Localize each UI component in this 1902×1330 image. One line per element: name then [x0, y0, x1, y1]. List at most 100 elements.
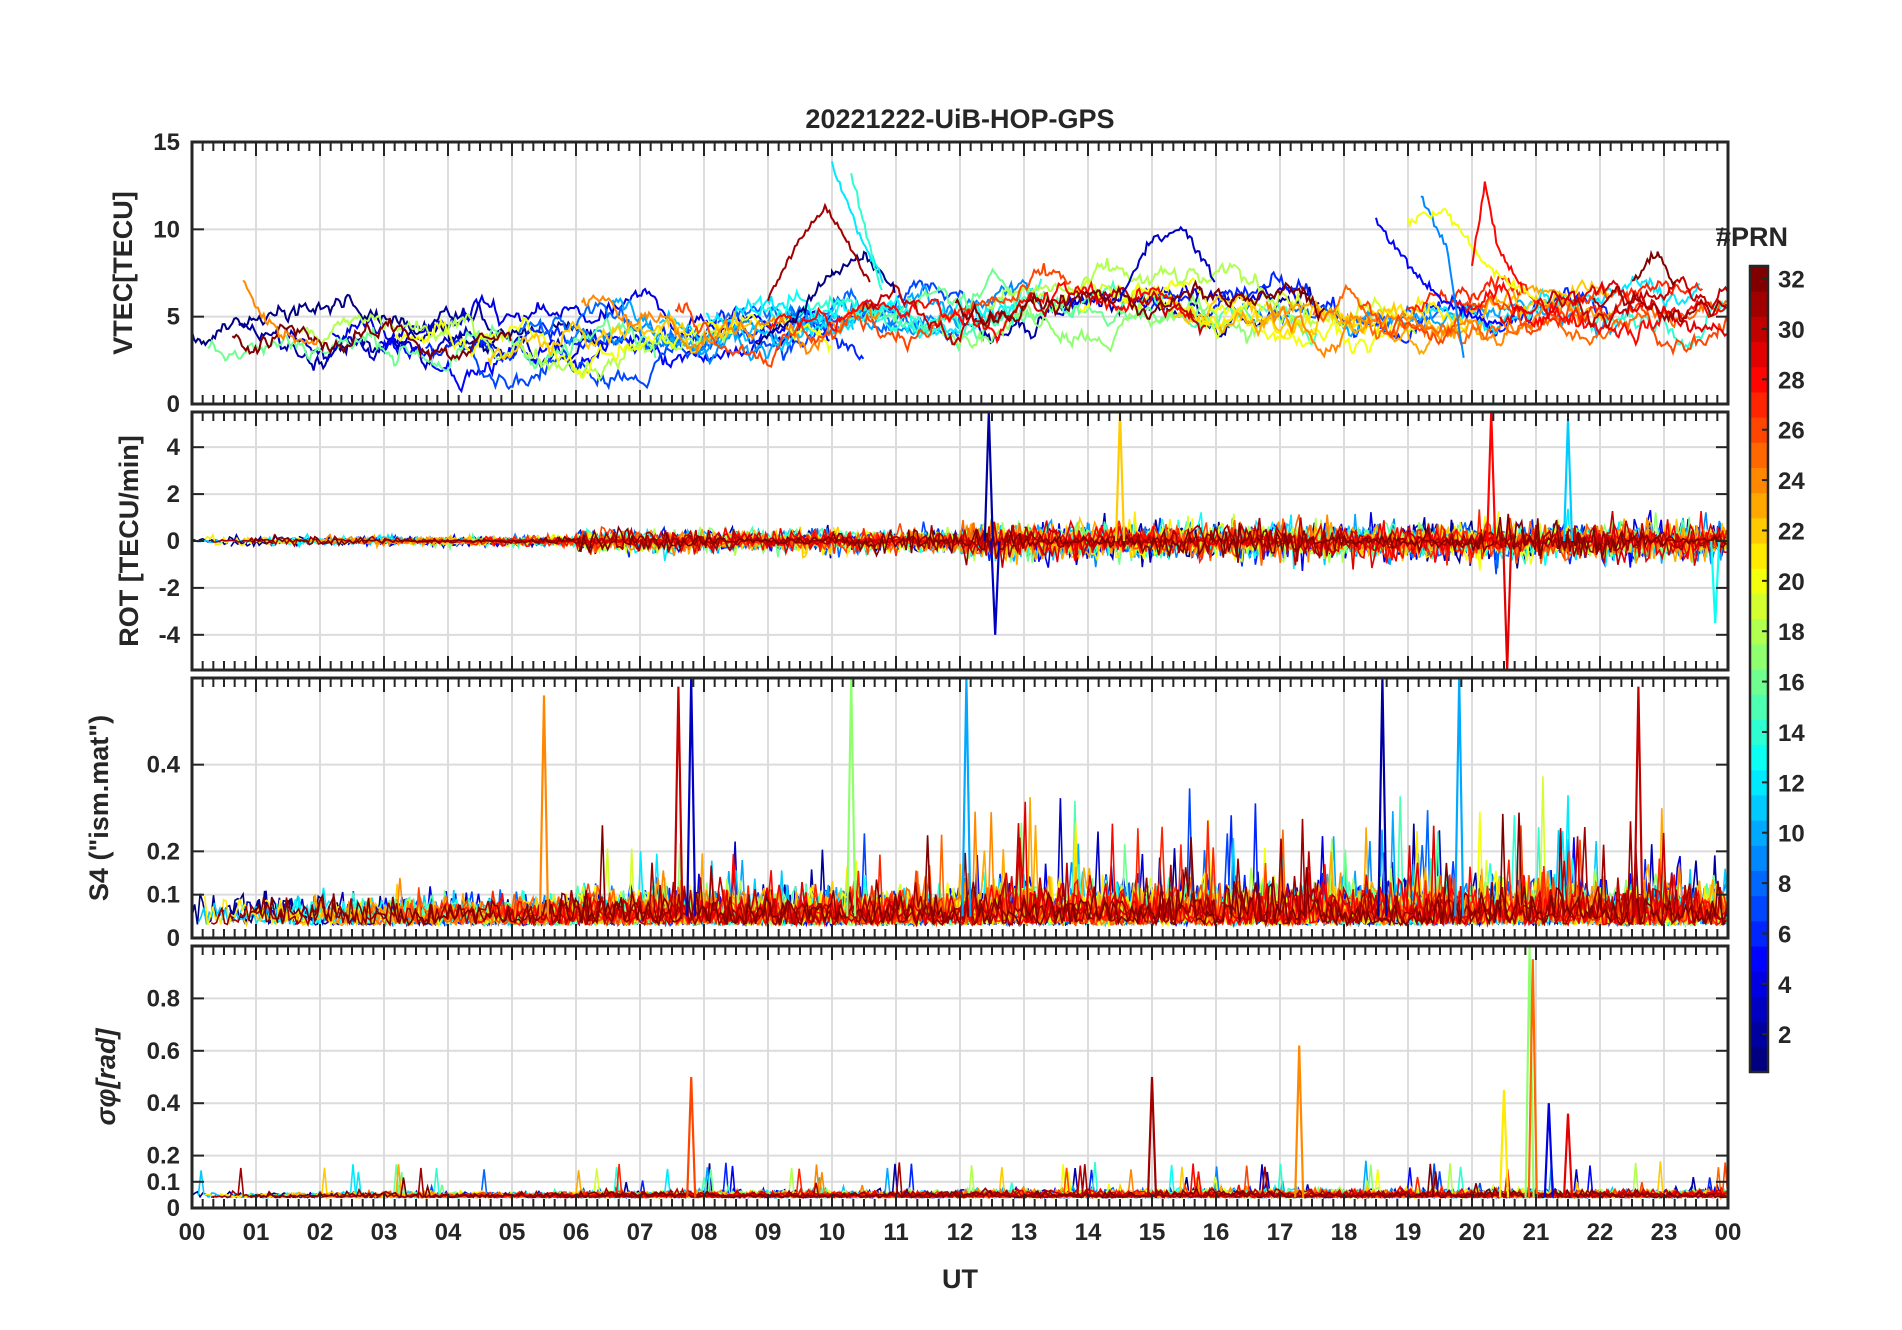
sigma_phi-spike-prn-17: [1524, 946, 1535, 1198]
vtec-trace-prn-32: [954, 279, 1326, 326]
sigma_phi-spike-prn-31: [1146, 1076, 1158, 1198]
colorbar-swatch: [1750, 543, 1768, 569]
y-tick-label: 0.8: [147, 985, 180, 1012]
vtec-trace-prn-31: [1592, 285, 1727, 324]
y-tick-label: 5: [167, 304, 180, 331]
x-tick-label: 22: [1587, 1219, 1614, 1246]
vtec-series-prn-24: [242, 279, 320, 346]
vtec-trace-prn-2: [238, 301, 499, 371]
colorbar-swatch: [1750, 1046, 1768, 1073]
x-tick-label: 00: [1715, 1219, 1742, 1246]
colorbar-tick-label: 6: [1778, 921, 1791, 948]
x-axis-label: UT: [942, 1264, 978, 1294]
vtec-trace-prn-32: [231, 317, 512, 362]
x-tick-labels: 00 01 02 03 04 05 06 07 08 09 10 11 12 13 14 15 16 17 18 19…: [179, 1219, 1742, 1246]
s4-trace-prn-32: [249, 812, 1727, 928]
colorbar-swatch: [1750, 593, 1768, 620]
colorbar-tick-label: 12: [1778, 770, 1805, 797]
y-tick-label: 0.1: [147, 1169, 180, 1196]
colorbar-swatch: [1750, 820, 1768, 846]
colorbar-swatch: [1750, 643, 1768, 670]
x-tick-label: 21: [1523, 1219, 1550, 1246]
vtec-trace-prn-16: [207, 318, 657, 372]
y-tick-label: 10: [153, 216, 180, 243]
x-tick-label: 02: [307, 1219, 334, 1246]
colorbar-tick-label: 14: [1778, 720, 1805, 747]
rot-spike-prn-13: [1710, 540, 1721, 624]
vtec-ylabel: VTEC[TECU]: [108, 191, 138, 355]
series-group: [192, 678, 1728, 929]
colorbar-tick-label: 20: [1778, 569, 1805, 596]
x-tick-label: 09: [755, 1219, 782, 1246]
x-tick-label: 14: [1075, 1219, 1102, 1246]
vtec-trace-prn-29: [1499, 279, 1728, 338]
vtec-trace-prn-15: [845, 278, 1318, 346]
y-tick-label: 2: [167, 481, 180, 508]
y-tick-label: 0.2: [147, 1143, 180, 1170]
y-tick-label: 0: [167, 925, 180, 952]
rot-spike-prn-29: [1502, 540, 1513, 670]
vtec-trace-prn-17: [938, 293, 1261, 353]
rot-panel: ROT [TECU/min] -4 -2 0 2 4: [114, 410, 1730, 672]
x-tick-label: 04: [435, 1219, 462, 1246]
x-tick-label: 01: [243, 1219, 270, 1246]
vtec-series-prn-9: [1420, 195, 1465, 358]
colorbar-swatch: [1750, 618, 1768, 645]
x-tick-label: 19: [1395, 1219, 1422, 1246]
s4-spike-prn-24: [538, 695, 550, 917]
y-tick-label: 0: [167, 528, 180, 555]
x-tick-label: 13: [1011, 1219, 1038, 1246]
x-tick-label: 11: [883, 1219, 908, 1246]
x-tick-label: 20: [1459, 1219, 1486, 1246]
colorbar-swatch: [1750, 1021, 1768, 1048]
vtec-series-prn-12: [831, 161, 884, 284]
sigma_phi-spike-prn-4: [1543, 1103, 1554, 1198]
colorbar-title: #PRN: [1716, 222, 1788, 252]
colorbar-swatch: [1750, 946, 1768, 972]
x-tick-label: 17: [1267, 1219, 1294, 1246]
colorbar-swatch: [1750, 669, 1768, 695]
sigma_phi-spike-prn-25: [1527, 959, 1538, 1198]
s4-ylabel: S4 ("ism.mat"): [84, 715, 114, 901]
vtec-trace-prn-14: [798, 278, 1043, 353]
vtec-series-prn-14: [850, 173, 883, 291]
colorbar-swatch: [1750, 895, 1768, 922]
vtec-panel: VTEC[TECU] 0 5 10 15: [108, 129, 1730, 418]
rot-trace-prn-32: [249, 513, 1727, 560]
vtec-series-prn-20: [1407, 207, 1536, 301]
colorbar-swatch: [1750, 694, 1768, 720]
s4-spike-prn-2: [1377, 678, 1388, 917]
figure-title: 20221222-UiB-HOP-GPS: [805, 104, 1114, 134]
x-tick-label: 10: [819, 1219, 846, 1246]
colorbar-swatch: [1750, 341, 1768, 368]
colorbar-swatch: [1750, 744, 1768, 771]
colorbar-tick-label: 18: [1778, 619, 1805, 646]
vtec-trace-prn-24: [1265, 299, 1603, 359]
vtec-trace-prn-6: [1148, 270, 1613, 344]
colorbar-tick-label: 2: [1778, 1022, 1791, 1049]
s4-panel: S4 ("ism.mat") 0 0.1 0.2 0.4: [84, 676, 1730, 952]
x-tick-label: 07: [627, 1219, 654, 1246]
y-tick-label: -4: [159, 622, 181, 649]
x-tick-label: 00: [179, 1219, 206, 1246]
colorbar-swatch: [1750, 845, 1768, 871]
rot-spike-prn-11: [1562, 419, 1574, 542]
sigma_phi-trace-prn-32: [249, 1163, 1727, 1200]
colorbar-frame: [1748, 264, 1770, 1074]
colorbar-swatch: [1750, 769, 1768, 796]
x-tick-label: 03: [371, 1219, 398, 1246]
colorbar-tick-label: 22: [1778, 518, 1805, 545]
sigma_phi-spike-prn-24: [1294, 1045, 1305, 1198]
y-tick-label: -2: [159, 575, 180, 602]
y-tick-label: 0.6: [147, 1038, 180, 1065]
series-group: [192, 946, 1728, 1201]
colorbar-swatch: [1750, 442, 1768, 468]
sigma_phi-spike-prn-21: [1498, 1090, 1510, 1198]
colorbar-tick-label: 30: [1778, 317, 1805, 344]
y-tick-label: 0: [167, 391, 180, 418]
colorbar-swatch: [1750, 920, 1768, 947]
colorbar-tick-label: 4: [1778, 972, 1792, 999]
colorbar-swatch: [1750, 971, 1768, 997]
vtec-trace-prn-18: [985, 257, 1317, 329]
